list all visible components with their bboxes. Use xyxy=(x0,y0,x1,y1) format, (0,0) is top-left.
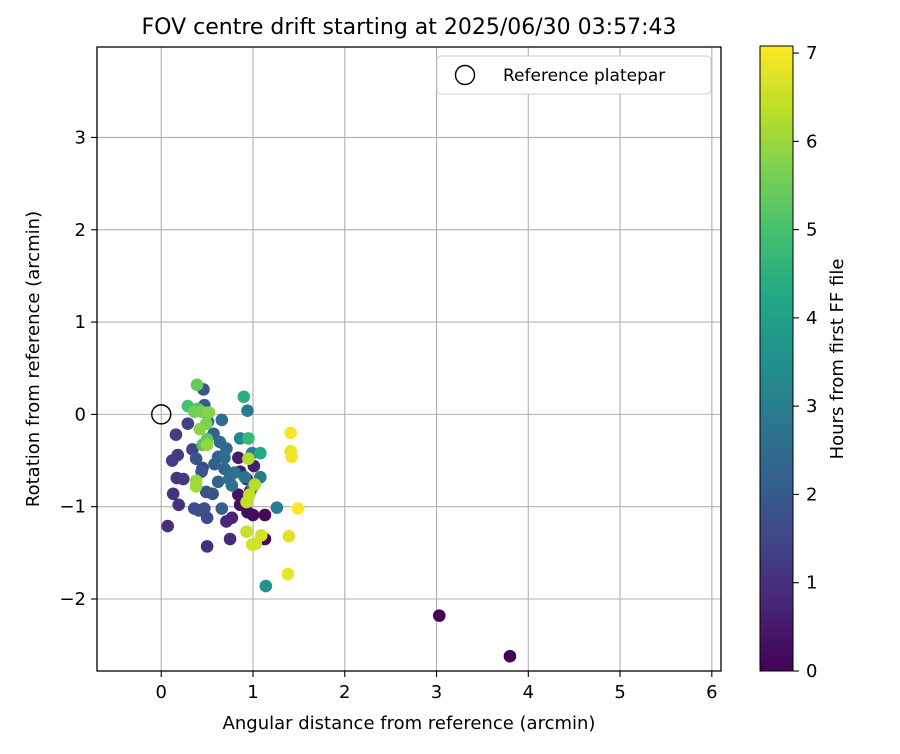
grid xyxy=(97,47,721,671)
data-point xyxy=(237,390,251,404)
y-tick-label: 3 xyxy=(75,127,86,148)
data-point xyxy=(241,404,254,417)
data-point xyxy=(242,452,255,465)
data-point xyxy=(259,579,273,593)
data-point xyxy=(291,502,305,515)
legend-marker-open-circle-icon xyxy=(454,64,476,86)
data-point xyxy=(199,485,213,499)
data-point xyxy=(245,538,259,551)
data-point xyxy=(248,478,262,491)
data-point xyxy=(171,448,185,462)
colorbar-tick-label: 6 xyxy=(806,131,817,152)
data-point xyxy=(181,417,195,430)
data-point xyxy=(232,451,245,465)
data-point xyxy=(200,438,214,452)
colorbar-tick-label: 0 xyxy=(806,661,817,682)
colorbar-tick-label: 1 xyxy=(806,573,817,594)
x-tick-label: 3 xyxy=(431,682,442,703)
colorbar-tick-label: 4 xyxy=(806,308,817,329)
data-point xyxy=(240,525,253,538)
x-tick-label: 2 xyxy=(339,682,350,703)
colorbar-tick-label: 3 xyxy=(806,396,817,417)
plot-frame xyxy=(96,46,722,672)
data-point xyxy=(189,480,203,493)
colorbar-ticks: 0 1 2 3 4 5 6 7 xyxy=(793,43,817,682)
reference-platepar-marker xyxy=(151,404,172,425)
colorbar-tick-label: 7 xyxy=(806,43,817,64)
data-point xyxy=(208,457,221,471)
data-point xyxy=(161,519,174,533)
data-point xyxy=(281,567,295,581)
data-point xyxy=(213,435,227,449)
data-point xyxy=(432,609,446,622)
y-tick-label: 1 xyxy=(75,312,86,333)
y-tick-label: 2 xyxy=(75,220,86,241)
data-point xyxy=(285,450,298,464)
data-point xyxy=(220,515,233,528)
x-tick-label: 6 xyxy=(706,682,717,703)
data-point xyxy=(166,487,180,501)
data-point xyxy=(284,426,297,440)
data-point xyxy=(258,508,272,522)
data-point xyxy=(215,413,229,427)
colorbar-tick-label: 2 xyxy=(806,484,817,505)
y-axis-label: Rotation from reference (arcmin) xyxy=(23,211,44,507)
data-point xyxy=(503,649,517,663)
y-tick-label: 0 xyxy=(75,404,86,425)
y-tick-label: −2 xyxy=(59,589,86,610)
legend: Reference platepar xyxy=(436,55,712,95)
data-point xyxy=(270,501,284,514)
x-tick-label: 0 xyxy=(156,682,167,703)
data-point xyxy=(282,529,296,543)
data-point xyxy=(202,406,216,419)
x-tick-label: 1 xyxy=(247,682,258,703)
data-point xyxy=(242,432,255,445)
chart-title: FOV centre drift starting at 2025/06/30 … xyxy=(142,15,677,40)
data-point xyxy=(211,475,225,489)
colorbar: 0 1 2 3 4 5 6 7 Hours from first FF file xyxy=(759,43,848,682)
y-tick-label: −1 xyxy=(59,497,86,518)
data-point xyxy=(254,446,267,460)
axis-ticks: 0 1 2 3 4 5 6 −2 −1 0 1 2 3 xyxy=(59,127,717,703)
data-points xyxy=(151,378,517,663)
data-point xyxy=(215,502,229,515)
legend-label-reference-platepar: Reference platepar xyxy=(503,66,665,86)
data-point xyxy=(195,465,208,478)
data-point xyxy=(232,488,245,501)
x-tick-label: 5 xyxy=(614,682,625,703)
legend-box xyxy=(436,55,712,95)
x-tick-label: 4 xyxy=(523,682,534,703)
data-point xyxy=(228,466,241,479)
data-point xyxy=(198,502,211,515)
data-point xyxy=(254,529,268,542)
colorbar-gradient xyxy=(759,45,794,672)
data-point xyxy=(200,540,214,553)
data-point xyxy=(189,452,203,465)
x-axis-label: Angular distance from reference (arcmin) xyxy=(223,713,596,734)
data-point xyxy=(187,502,201,515)
data-point xyxy=(225,479,239,492)
colorbar-tick-label: 5 xyxy=(806,220,817,241)
data-point xyxy=(238,470,252,484)
colorbar-label: Hours from first FF file xyxy=(827,259,848,460)
data-point xyxy=(190,378,204,392)
data-point xyxy=(223,532,237,546)
data-point xyxy=(169,428,183,441)
data-point xyxy=(218,462,231,476)
data-point xyxy=(243,488,256,501)
data-point xyxy=(218,451,231,465)
data-point xyxy=(176,472,190,486)
data-point xyxy=(172,498,185,512)
data-point xyxy=(193,422,207,436)
